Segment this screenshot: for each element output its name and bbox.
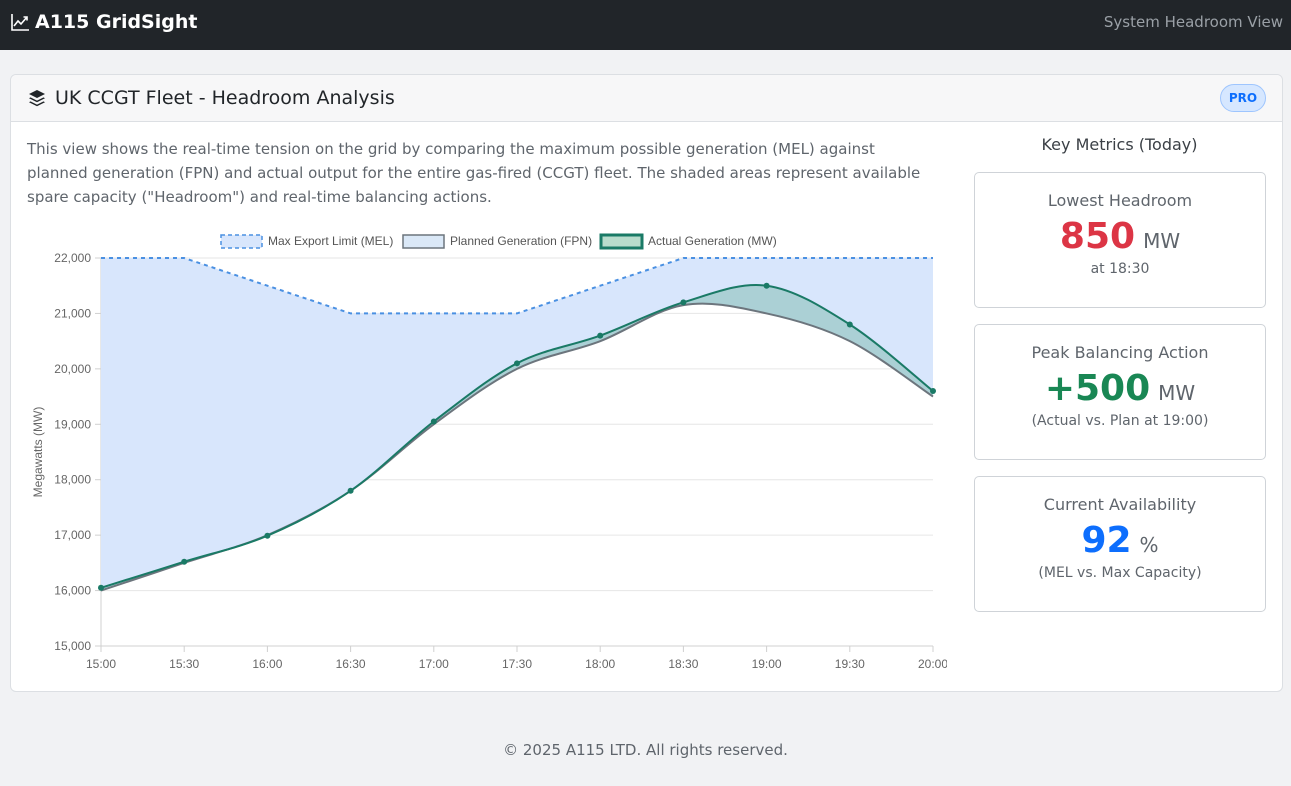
card-title: UK CCGT Fleet - Headroom Analysis [27,87,395,109]
data-point-actual [680,299,687,306]
x-tick-label: 17:30 [502,657,532,671]
data-point-actual [430,418,437,425]
card-title-text: UK CCGT Fleet - Headroom Analysis [55,87,395,109]
metric-label: Peak Balancing Action [1031,343,1209,362]
layers-icon [29,90,45,107]
card-header: UK CCGT Fleet - Headroom Analysis PRO [11,75,1282,122]
x-tick-label: 17:00 [419,657,449,671]
data-point-actual [514,360,520,367]
x-tick-label: 15:00 [86,657,116,671]
metric-note: (MEL vs. Max Capacity) [1038,565,1202,581]
nav-view-label[interactable]: System Headroom View [1103,13,1283,31]
pro-badge: PRO [1220,84,1266,112]
metric-note: (Actual vs. Plan at 19:00) [1031,413,1209,429]
data-point-actual [264,532,271,539]
data-point-actual [347,487,354,494]
y-tick-label: 16,000 [54,584,91,598]
metric-value: +500 [1044,368,1151,409]
x-tick-label: 19:30 [835,657,865,671]
data-point-actual [181,558,188,565]
data-point-actual [930,388,936,395]
navbar: A115 GridSight System Headroom View [0,0,1291,50]
footer: © 2025 A115 LTD. All rights reserved. [503,741,788,759]
x-tick-label: 16:30 [336,657,366,671]
y-tick-label: 17,000 [54,528,91,542]
metric-peak-balancing: Peak Balancing Action +500 MW (Actual vs… [974,324,1266,460]
y-tick-label: 15,000 [54,639,91,653]
x-tick-label: 19:00 [752,657,782,671]
y-tick-label: 20,000 [54,362,91,376]
metric-label: Lowest Headroom [1047,191,1193,210]
series-line-mel [101,257,933,315]
brand-name: A115 GridSight [35,11,198,33]
data-point-actual [763,282,770,289]
x-tick-label: 18:00 [585,657,615,671]
metric-note: at 18:30 [1090,261,1150,277]
legend-label: Actual Generation (MW) [648,234,777,248]
y-tick-label: 18,000 [54,473,91,487]
metric-value: 92 [1081,520,1132,561]
metric-lowest-headroom: Lowest Headroom 850 MW at 18:30 [974,172,1266,308]
legend-swatch [402,234,445,249]
legend-label: Planned Generation (FPN) [450,234,592,248]
metric-label: Current Availability [1043,495,1197,514]
data-point-actual [597,332,604,339]
metric-unit: MW [1143,229,1181,253]
description: This view shows the real-time tension on… [27,140,921,206]
headroom-chart: 15,000 16,000 17,000 18,000 19,000 20,000 21,0… [31,233,947,671]
y-tick-label: 21,000 [54,306,91,320]
data-point-actual [846,321,853,328]
metrics-title: Key Metrics (Today) [1041,135,1198,154]
brand[interactable]: A115 GridSight [10,11,197,33]
headroom-card: UK CCGT Fleet - Headroom Analysis PRO Th… [10,74,1283,692]
headroom-area [101,258,933,591]
legend-swatch [220,234,263,249]
x-tick-label: 15:30 [169,657,199,671]
metric-unit: % [1139,533,1159,557]
x-tick-label: 16:00 [252,657,282,671]
y-axis-label: Megawatts (MW) [31,407,45,498]
y-tick-label: 22,000 [54,251,91,265]
legend-label: Max Export Limit (MEL) [268,234,393,248]
chart-line-icon [11,14,29,31]
legend-swatch [599,233,644,250]
metric-value: 850 [1059,216,1136,257]
y-tick-label: 19,000 [54,417,91,431]
metric-unit: MW [1158,381,1196,405]
metric-current-availability: Current Availability 92 % (MEL vs. Max C… [974,476,1266,612]
data-point-actual [98,584,104,591]
x-tick-label: 20:00 [918,657,947,671]
x-tick-label: 18:30 [668,657,698,671]
